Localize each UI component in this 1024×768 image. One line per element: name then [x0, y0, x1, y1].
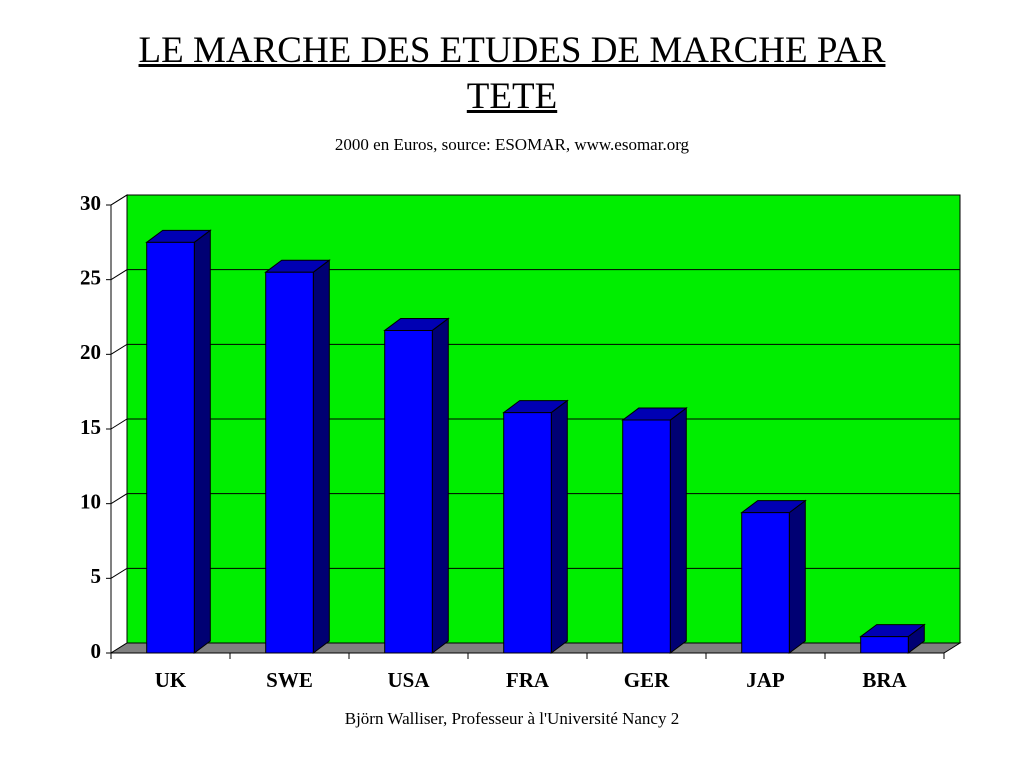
grid-line [110, 269, 960, 281]
bar-front [860, 636, 909, 654]
y-tick-label: 30 [80, 191, 101, 215]
chart-title: LE MARCHE DES ETUDES DE MARCHE PAR TETE [138, 30, 886, 117]
bar [740, 499, 807, 654]
y-tick-label: 10 [80, 489, 101, 513]
x-tick-label: USA [387, 668, 430, 692]
bar-side [431, 317, 449, 654]
bar-front [146, 241, 195, 654]
bar [383, 317, 450, 654]
bar-front [384, 329, 433, 654]
bar [502, 399, 569, 654]
x-tick-label: SWE [266, 668, 313, 692]
y-tick-label: 5 [91, 564, 102, 588]
x-tick-label: UK [155, 668, 187, 692]
grid-line [110, 194, 960, 206]
x-tick-label: BRA [862, 668, 907, 692]
bar-side [550, 399, 568, 654]
y-tick-label: 20 [80, 340, 101, 364]
bar-side [788, 499, 806, 654]
bar [859, 623, 926, 654]
grid-line [110, 343, 960, 355]
bar-side [312, 259, 330, 654]
x-tick-label: FRA [506, 668, 550, 692]
bar [621, 407, 688, 654]
bar-side [193, 229, 211, 654]
bar-front [503, 412, 552, 654]
bar [264, 259, 331, 654]
bar-front [741, 512, 790, 654]
chart-subtitle: 2000 en Euros, source: ESOMAR, www.esoma… [334, 135, 690, 154]
y-tick-label: 0 [91, 639, 102, 663]
bar-side [669, 407, 687, 654]
y-tick-label: 15 [80, 415, 101, 439]
x-tick-label: GER [624, 668, 670, 692]
bar-front [622, 419, 671, 654]
x-tick-label: JAP [746, 668, 785, 692]
bar [145, 229, 212, 654]
bar-front [265, 271, 314, 654]
y-tick-label: 25 [80, 265, 101, 289]
footer: Björn Walliser, Professeur à l'Universit… [344, 709, 680, 728]
